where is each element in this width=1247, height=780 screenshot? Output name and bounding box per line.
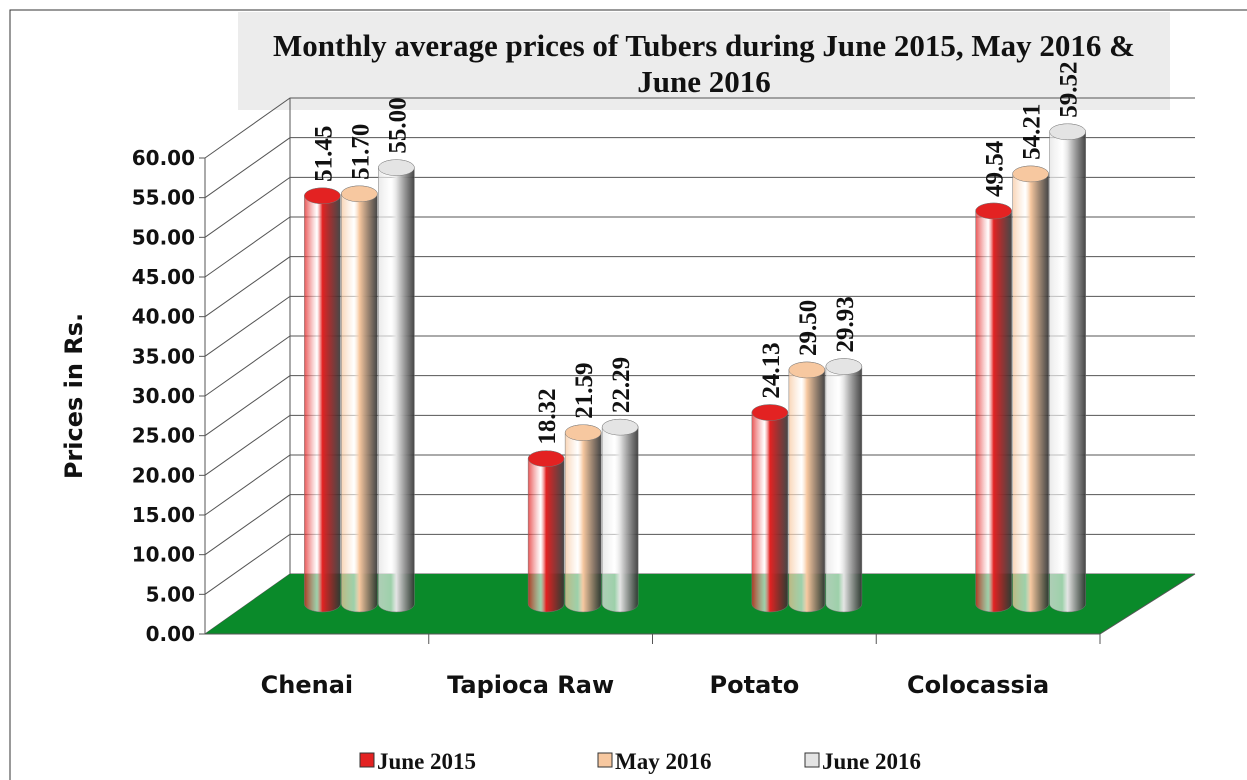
bar-top (564, 424, 602, 441)
bar-top (788, 361, 826, 379)
bar (1012, 165, 1049, 613)
y-tick-label: 45.00 (132, 265, 195, 289)
frame (9, 9, 1247, 780)
y-tick-label: 25.00 (132, 424, 195, 448)
y-tick-label: 35.00 (132, 344, 195, 368)
bar (751, 404, 789, 613)
value-label: 24.13 (758, 342, 785, 398)
y-tick-label: 0.00 (146, 622, 195, 646)
bar-top (975, 202, 1012, 220)
y-axis-label: Prices in Rs. (60, 313, 88, 479)
y-tick-label: 60.00 (132, 146, 195, 170)
legend-swatch (359, 752, 375, 768)
bar (341, 185, 378, 613)
bar-top (378, 159, 415, 176)
legend-label: May 2016 (615, 749, 711, 774)
bar (527, 450, 565, 613)
bar (825, 358, 863, 613)
y-tick-label: 30.00 (132, 384, 195, 408)
bar-top (751, 404, 789, 421)
bar (304, 187, 341, 613)
value-label: 22.29 (608, 357, 635, 413)
bar-top (304, 187, 341, 205)
value-label: 55.00 (384, 97, 411, 153)
title-line: June 2016 (637, 64, 771, 99)
x-tick-label: Potato (709, 671, 800, 699)
value-label: 49.54 (982, 140, 1009, 197)
bar-top (527, 450, 565, 467)
value-label: 18.32 (534, 388, 561, 444)
y-tick-label: 50.00 (132, 225, 195, 249)
y-tick-label: 55.00 (132, 186, 195, 210)
bar (975, 202, 1012, 613)
x-tick-label: Chenai (260, 671, 354, 699)
chart-title: Monthly average prices of Tubers during … (273, 28, 1135, 99)
title-box (238, 12, 1170, 110)
bar-top (825, 358, 863, 375)
bar (1049, 123, 1086, 613)
legend-label: June 2016 (822, 749, 921, 774)
value-label: 51.70 (347, 124, 374, 180)
value-label: 29.93 (832, 296, 859, 352)
bar (601, 418, 639, 613)
y-tick-label: 5.00 (146, 582, 195, 606)
value-label: 21.59 (571, 362, 598, 418)
bar-top (601, 418, 639, 436)
legend-swatch (597, 752, 613, 768)
bar (788, 361, 826, 613)
legend-swatch (804, 752, 820, 768)
x-axis-side (1099, 573, 1196, 635)
y-tick-label: 10.00 (132, 543, 195, 567)
x-tick-label: Tapioca Raw (447, 671, 615, 699)
title-line: Monthly average prices of Tubers during … (273, 28, 1135, 63)
bar (564, 424, 602, 613)
y-tick-label: 40.00 (132, 305, 195, 329)
value-label: 29.50 (795, 300, 822, 356)
bar (378, 159, 415, 613)
bar-top (341, 185, 378, 203)
bar-top (1012, 165, 1049, 183)
value-label: 54.21 (1019, 104, 1046, 160)
y-tick-label: 15.00 (132, 503, 195, 527)
floor (205, 574, 1195, 634)
x-tick-label: Colocassia (907, 671, 1050, 699)
legend-label: June 2015 (377, 749, 476, 774)
value-label: 51.45 (310, 126, 337, 182)
value-label: 59.52 (1056, 62, 1083, 118)
bar-top (1049, 123, 1086, 141)
y-tick-label: 20.00 (132, 463, 195, 487)
